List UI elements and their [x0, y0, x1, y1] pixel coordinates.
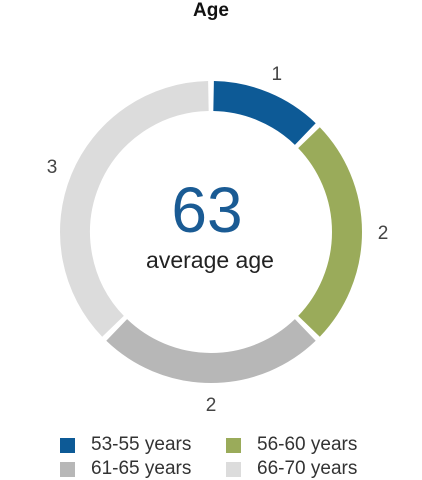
- legend-swatch-2: [226, 437, 241, 453]
- legend-swatch-3: [60, 461, 75, 477]
- donut-slices: [60, 81, 362, 383]
- donut-slice-3: [106, 318, 316, 383]
- slice-value-label-4: 3: [47, 157, 58, 178]
- legend-label-4: 66-70 years: [257, 458, 358, 479]
- legend-item-1: 53-55 years: [60, 434, 226, 456]
- center-label: average age: [146, 247, 274, 273]
- legend-item-4: 66-70 years: [226, 458, 396, 480]
- chart-title: Age: [193, 0, 229, 21]
- legend-swatch-4: [226, 461, 241, 477]
- legend-swatch-1: [60, 437, 75, 453]
- legend-label-1: 53-55 years: [91, 434, 192, 455]
- center-value: 63: [171, 174, 242, 246]
- donut-slice-1: [212, 81, 316, 146]
- donut-slice-2: [297, 127, 362, 337]
- slice-value-label-3: 2: [206, 395, 217, 416]
- legend-label-3: 61-65 years: [91, 458, 192, 479]
- donut-slice-labels: 1 2 2 3: [47, 64, 388, 416]
- slice-value-label-2: 2: [378, 223, 389, 244]
- donut-slice-4: [60, 81, 209, 337]
- chart-legend: 53-55 years 56-60 years 61-65 years 66-70 y…: [60, 434, 400, 480]
- legend-item-3: 61-65 years: [60, 458, 226, 480]
- legend-label-2: 56-60 years: [257, 434, 358, 455]
- slice-value-label-1: 1: [272, 64, 283, 85]
- legend-item-2: 56-60 years: [226, 434, 396, 456]
